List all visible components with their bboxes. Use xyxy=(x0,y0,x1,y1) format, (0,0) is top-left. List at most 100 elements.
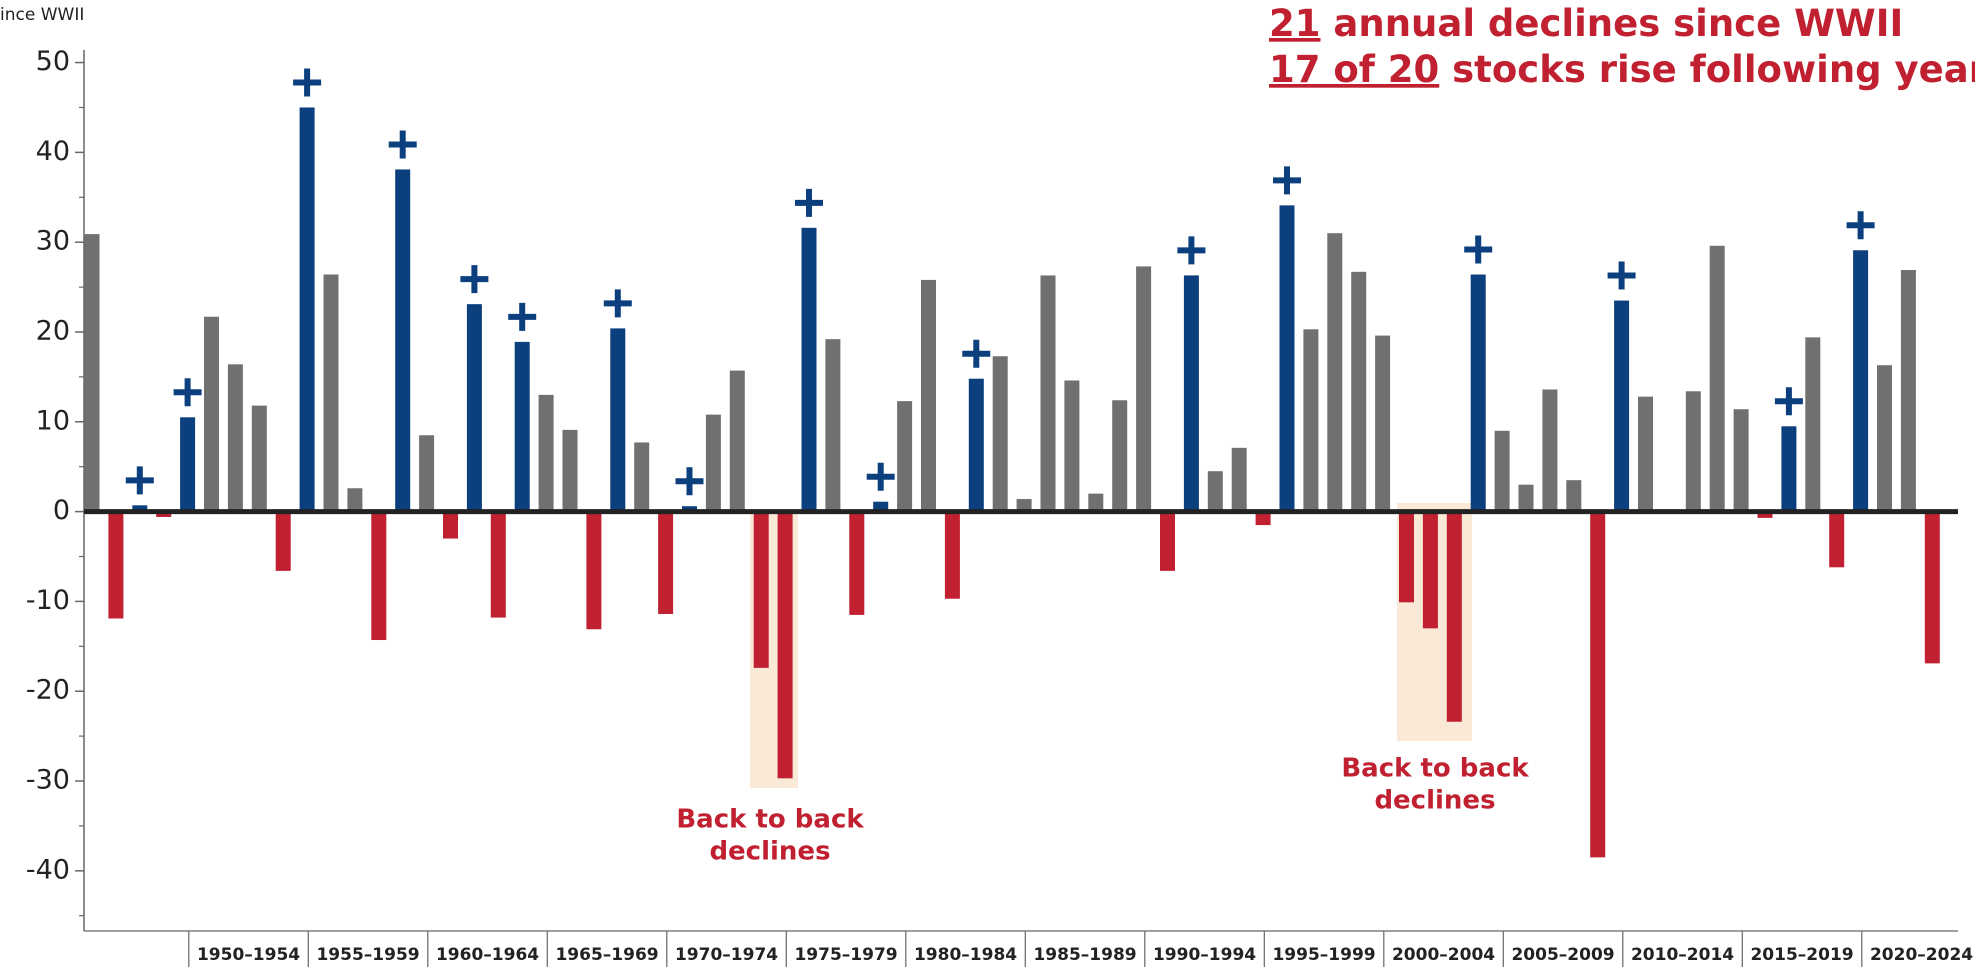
rebound-marker xyxy=(603,289,632,318)
bar xyxy=(538,394,554,512)
bar xyxy=(443,511,458,539)
bar xyxy=(1590,511,1606,858)
rebound-marker xyxy=(795,188,823,217)
bar xyxy=(1877,365,1892,512)
y-tick-label: -30 xyxy=(26,765,70,796)
bar xyxy=(610,328,626,512)
rebound-marker xyxy=(293,68,322,97)
bar xyxy=(801,227,817,512)
y-tick-label: 10 xyxy=(36,405,70,436)
bar xyxy=(1446,511,1462,722)
bar xyxy=(1470,274,1486,512)
bar xyxy=(156,511,172,517)
bar xyxy=(204,316,219,512)
group-label: 1965–1969 xyxy=(555,945,658,965)
group-label: 2005–2009 xyxy=(1511,945,1614,965)
bar xyxy=(1112,400,1128,512)
group-label: 2015–2019 xyxy=(1750,945,1853,965)
bar xyxy=(1566,480,1582,512)
bar xyxy=(1518,484,1534,512)
bar xyxy=(729,370,745,512)
bar xyxy=(1040,275,1056,512)
annotation: declines xyxy=(1374,786,1495,816)
bar xyxy=(275,511,291,571)
rebound-marker xyxy=(1846,211,1875,240)
bar xyxy=(1829,511,1845,568)
y-tick-label: 0 xyxy=(53,495,70,526)
bar xyxy=(1207,471,1223,512)
bar xyxy=(108,511,124,619)
bar xyxy=(992,356,1008,512)
headline-underlined: 17 of 20 xyxy=(1269,48,1439,91)
rebound-marker xyxy=(1273,166,1301,195)
group-label: 1955–1959 xyxy=(316,945,419,965)
bar xyxy=(682,506,697,512)
bar xyxy=(1685,391,1701,512)
annotation: Back to back xyxy=(1341,754,1529,784)
bar xyxy=(562,429,578,512)
rebound-marker xyxy=(1607,261,1636,290)
bar xyxy=(634,442,650,512)
annotation: declines xyxy=(709,837,830,867)
y-tick-label: -20 xyxy=(26,675,70,706)
group-label: 1985–1989 xyxy=(1033,945,1136,965)
headline-line: 17 of 20 stocks rise following year xyxy=(1269,48,1975,91)
bar xyxy=(1709,245,1725,512)
rebound-marker xyxy=(675,467,704,496)
bar xyxy=(1399,511,1414,603)
y-tick-label: 30 xyxy=(36,226,70,257)
bar xyxy=(1853,250,1869,512)
bar xyxy=(1183,275,1199,512)
bar xyxy=(1303,329,1319,512)
bar xyxy=(299,107,315,512)
headline-line: 21 annual declines since WWII xyxy=(1269,2,1903,45)
bar xyxy=(1160,511,1175,571)
bar xyxy=(395,169,411,512)
rebound-marker xyxy=(388,130,417,159)
bar xyxy=(1542,389,1558,512)
bar xyxy=(921,279,936,512)
bar xyxy=(1016,499,1032,512)
headline-text: annual declines since WWII xyxy=(1321,2,1904,45)
group-label: 2020–2024 xyxy=(1870,945,1973,965)
rebound-marker xyxy=(1774,387,1803,416)
bar xyxy=(753,511,769,668)
rebound-marker xyxy=(1177,236,1206,265)
bar xyxy=(466,304,482,512)
bar xyxy=(1064,380,1080,512)
bar xyxy=(180,417,196,512)
rebound-marker xyxy=(460,265,489,294)
group-label: 1975–1979 xyxy=(794,945,897,965)
rebound-marker xyxy=(125,466,154,495)
bar xyxy=(1088,493,1104,512)
bar xyxy=(490,511,506,618)
bar xyxy=(586,511,602,630)
bar xyxy=(1614,300,1630,512)
corner-label: ince WWII xyxy=(0,5,84,25)
headline-text: stocks rise following year xyxy=(1439,48,1975,91)
bar xyxy=(1781,426,1797,512)
bar xyxy=(1136,266,1152,512)
bar xyxy=(371,511,387,641)
bar xyxy=(1638,396,1653,512)
rebound-marker xyxy=(962,339,991,368)
bar xyxy=(1733,409,1749,512)
bar xyxy=(132,505,148,512)
y-tick-label: -10 xyxy=(26,585,70,616)
bar xyxy=(419,435,435,512)
rebound-marker xyxy=(1464,235,1493,264)
bar xyxy=(825,339,841,512)
bar xyxy=(1805,337,1821,512)
bar xyxy=(1375,335,1391,512)
bar xyxy=(251,405,267,512)
bar xyxy=(323,274,339,512)
bar xyxy=(897,401,913,512)
y-tick-label: 50 xyxy=(36,46,70,77)
bar xyxy=(777,511,793,779)
bar xyxy=(1279,205,1295,512)
group-label: 1950–1954 xyxy=(197,945,300,965)
bar xyxy=(347,488,363,512)
